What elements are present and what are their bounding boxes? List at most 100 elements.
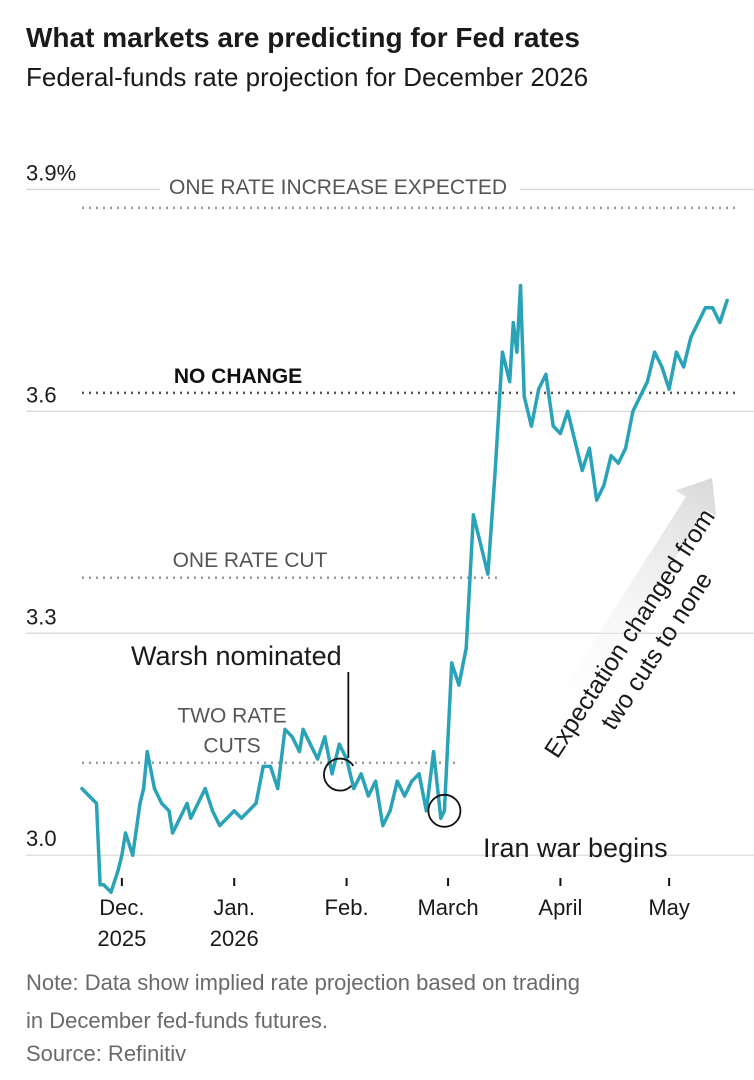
data-point [587,446,592,450]
data-point [616,461,620,465]
data-point [308,742,312,746]
data-point [689,335,693,339]
data-point [602,483,606,487]
data-point [87,794,91,798]
data-point [725,298,729,302]
data-point [537,387,541,391]
data-point [152,787,157,791]
data-point [330,772,334,776]
data-point [518,283,523,288]
x-tick-label: Feb. [325,895,369,920]
x-tick-year-label: 2026 [210,926,259,951]
reference-label-no-change: NO CHANGE [174,365,302,388]
data-point [247,809,251,813]
data-point [301,727,305,732]
reference-label-two-cuts-1: TWO RATE [177,705,286,728]
y-tick-label: 3.0 [26,826,57,851]
data-point [595,498,599,502]
data-point [529,424,534,428]
data-point [218,824,222,828]
data-point [98,883,102,887]
data-point [261,764,265,769]
chart-title: What markets are predicting for Fed rate… [26,22,580,53]
data-point [703,306,707,310]
data-point [276,787,280,791]
data-point [80,787,84,791]
data-point [373,779,378,783]
data-point [645,380,649,384]
data-point [268,764,273,769]
data-point [464,646,468,650]
data-point [290,735,294,739]
data-point [185,801,189,806]
x-tick-label: Dec. [99,895,144,920]
data-point [558,431,563,436]
trend-arrow-shape [534,477,717,747]
data-point [225,816,229,820]
x-tick-label: April [538,895,582,920]
data-point [511,320,515,325]
data-point [522,394,526,399]
data-point [94,801,99,806]
data-point [337,742,341,746]
trend-arrow [534,477,717,747]
data-point [410,779,414,783]
data-point [138,801,142,806]
data-point [254,801,258,806]
chart-subtitle: Federal-funds rate projection for Decemb… [26,62,589,92]
data-point [352,787,356,791]
data-point [109,890,113,894]
data-point [711,306,715,310]
iran-annotation-label: Iran war begins [483,833,668,863]
data-point [388,809,392,813]
data-point [667,387,671,391]
x-tick-year-label: 2025 [97,926,146,951]
data-point [123,831,128,835]
data-point [116,868,120,872]
data-point [297,750,302,754]
data-point [631,409,635,413]
data-point [718,320,722,325]
data-point [439,816,443,820]
data-point [210,809,215,813]
data-point [323,735,327,739]
y-tick-label: 3.3 [26,604,57,629]
data-point [366,794,370,798]
data-point [395,779,399,783]
data-point [381,824,385,828]
data-point [486,572,490,576]
data-point [239,816,244,820]
data-point [120,853,124,857]
reference-label-increase: ONE RATE INCREASE EXPECTED [169,176,507,199]
data-point [431,750,436,754]
data-point [551,424,555,428]
data-point [359,772,363,776]
data-point [457,683,461,687]
data-point [442,809,447,813]
iran-marker-circle [427,793,462,828]
data-point [660,365,664,369]
warsh-marker-circle [323,757,355,792]
data-point [283,727,287,732]
data-point [609,454,613,458]
data-point [696,320,700,325]
data-point [171,831,175,835]
reference-label-one-cut: ONE RATE CUT [173,549,328,572]
data-point [102,883,106,887]
data-point [142,787,146,791]
data-point [508,380,512,384]
data-point [573,439,577,443]
data-point [682,365,686,369]
x-tick-label: Jan. [213,895,255,920]
data-point [566,409,570,413]
data-point [638,394,642,399]
note-line-2: in December fed-funds futures. [26,1008,329,1033]
data-point [196,801,200,806]
data-point [232,809,236,813]
data-point [515,350,519,354]
data-point [178,816,182,820]
warsh-annotation-label: Warsh nominated [131,641,342,671]
data-point [131,853,135,857]
data-point [189,816,193,820]
